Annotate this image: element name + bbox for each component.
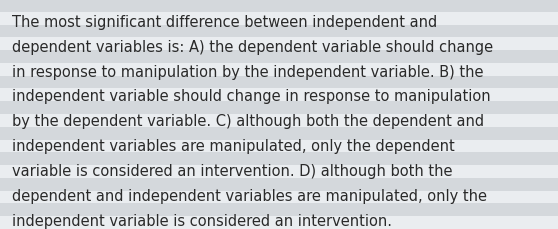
FancyBboxPatch shape (0, 204, 558, 216)
Text: dependent variables is: A) the dependent variable should change: dependent variables is: A) the dependent… (12, 40, 493, 55)
Text: independent variable should change in response to manipulation: independent variable should change in re… (12, 89, 491, 104)
FancyBboxPatch shape (0, 216, 558, 229)
Text: independent variables are manipulated, only the dependent: independent variables are manipulated, o… (12, 139, 455, 153)
FancyBboxPatch shape (0, 114, 558, 127)
FancyBboxPatch shape (0, 25, 558, 38)
FancyBboxPatch shape (0, 153, 558, 165)
FancyBboxPatch shape (0, 191, 558, 204)
Text: independent variable is considered an intervention.: independent variable is considered an in… (12, 213, 392, 228)
FancyBboxPatch shape (0, 38, 558, 51)
FancyBboxPatch shape (0, 76, 558, 89)
FancyBboxPatch shape (0, 102, 558, 114)
Text: by the dependent variable. C) although both the dependent and: by the dependent variable. C) although b… (12, 114, 484, 129)
Text: The most significant difference between independent and: The most significant difference between … (12, 15, 437, 30)
FancyBboxPatch shape (0, 13, 558, 25)
FancyBboxPatch shape (0, 51, 558, 64)
Text: in response to manipulation by the independent variable. B) the: in response to manipulation by the indep… (12, 64, 484, 79)
FancyBboxPatch shape (0, 178, 558, 191)
FancyBboxPatch shape (0, 64, 558, 76)
FancyBboxPatch shape (0, 0, 558, 13)
FancyBboxPatch shape (0, 165, 558, 178)
FancyBboxPatch shape (0, 89, 558, 102)
FancyBboxPatch shape (0, 140, 558, 153)
Text: variable is considered an intervention. D) although both the: variable is considered an intervention. … (12, 163, 453, 178)
Text: dependent and independent variables are manipulated, only the: dependent and independent variables are … (12, 188, 487, 203)
FancyBboxPatch shape (0, 127, 558, 140)
